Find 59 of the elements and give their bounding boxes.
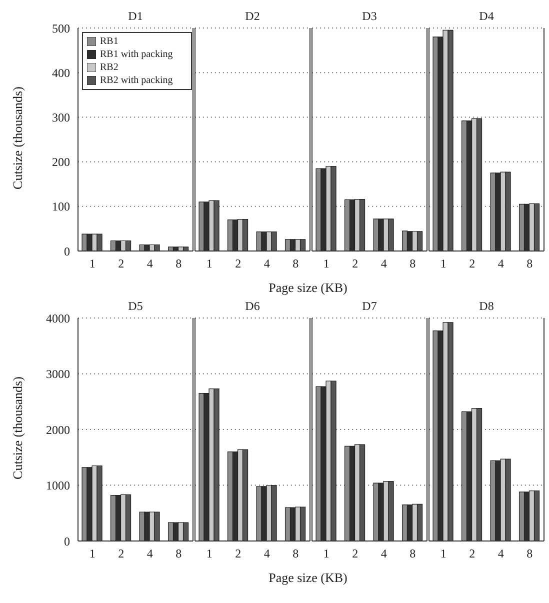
chart-title: D2 <box>244 8 261 24</box>
x-tick-label: 8 <box>526 256 533 271</box>
y-tick-label: 200 <box>52 155 70 170</box>
x-tick-label: 1 <box>323 546 330 561</box>
x-tick-label: 4 <box>498 546 504 561</box>
y-tick-label: 2000 <box>46 422 70 437</box>
y-tick-label: 1000 <box>46 478 70 493</box>
x-tick-label: 2 <box>352 256 358 271</box>
x-tick-label: 4 <box>146 256 153 271</box>
x-tick-label: 8 <box>292 546 299 561</box>
x-tick-label: 2 <box>235 546 242 561</box>
y-tick-label: 3000 <box>46 367 70 382</box>
x-axis-title: Page size (KB) <box>268 570 348 586</box>
chart-title: D1 <box>127 8 144 24</box>
legend-label: RB2 <box>100 62 118 73</box>
x-tick-label: 1 <box>440 546 446 561</box>
x-tick-label: 8 <box>410 546 416 561</box>
x-tick-label: 8 <box>176 546 182 561</box>
chart-title: D4 <box>478 8 495 24</box>
x-tick-label: 2 <box>235 256 242 271</box>
x-tick-label: 8 <box>292 256 299 271</box>
chart-title: D6 <box>244 298 261 314</box>
x-tick-label: 4 <box>146 546 153 561</box>
legend-label: RB2 with packing <box>100 75 173 86</box>
x-tick-label: 4 <box>498 256 504 271</box>
chart-title: D7 <box>361 298 378 314</box>
x-tick-label: 8 <box>526 546 533 561</box>
x-tick-label: 2 <box>469 256 476 271</box>
x-tick-label: 4 <box>264 546 270 561</box>
x-tick-label: 2 <box>352 546 358 561</box>
y-tick-label: 500 <box>52 21 70 36</box>
x-tick-label: 1 <box>206 546 212 561</box>
y-tick-label: 100 <box>52 200 70 214</box>
x-tick-label: 4 <box>380 546 387 561</box>
x-tick-label: 1 <box>89 256 96 271</box>
y-tick-label: 300 <box>52 110 70 124</box>
x-axis-title: Page size (KB) <box>268 280 348 296</box>
y-tick-label: 0 <box>64 534 70 548</box>
x-tick-label: 8 <box>410 256 416 271</box>
chart-title: D5 <box>127 298 144 314</box>
x-tick-label: 1 <box>440 256 446 271</box>
y-axis-title: Cutsize (thousands) <box>10 86 26 189</box>
x-tick-label: 2 <box>469 546 476 561</box>
x-tick-label: 2 <box>118 256 124 271</box>
x-tick-label: 1 <box>323 256 330 271</box>
x-tick-label: 8 <box>176 256 182 271</box>
x-tick-label: 2 <box>118 546 124 561</box>
legend-label: RB1 with packing <box>100 49 173 60</box>
chart-title: D3 <box>361 8 378 24</box>
y-tick-label: 0 <box>64 244 70 258</box>
x-tick-label: 4 <box>264 256 270 271</box>
y-tick-label: 4000 <box>46 311 70 326</box>
x-tick-label: 4 <box>380 256 387 271</box>
x-tick-label: 1 <box>89 546 96 561</box>
y-tick-label: 400 <box>52 66 70 80</box>
x-tick-label: 1 <box>206 256 212 271</box>
legend-label: RB1 <box>100 36 118 47</box>
y-axis-title: Cutsize (thousands) <box>10 376 26 479</box>
chart-title: D8 <box>478 298 495 314</box>
